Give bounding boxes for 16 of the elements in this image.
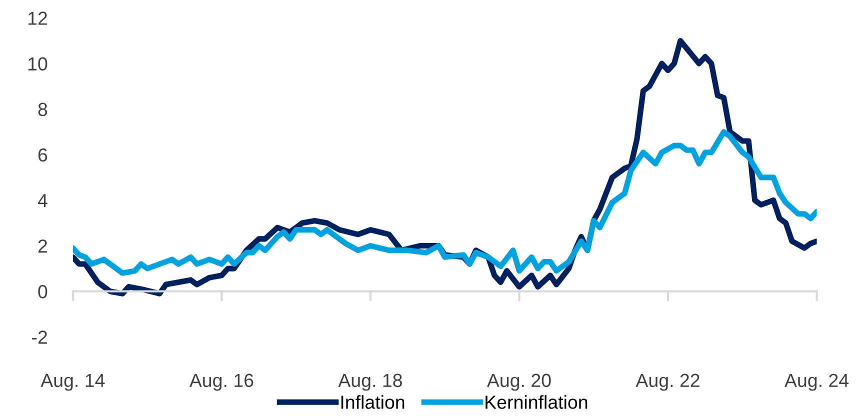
y-tick-label: 4 bbox=[38, 194, 48, 208]
x-tick-label: Aug. 18 bbox=[338, 374, 402, 391]
y-tick-label: 12 bbox=[28, 12, 47, 25]
y-tick-label: 8 bbox=[38, 102, 48, 116]
legend-label: Inflation bbox=[341, 395, 404, 409]
x-tick-label: Aug. 24 bbox=[784, 374, 849, 391]
y-tick-label: 2 bbox=[38, 239, 47, 253]
y-tick-label: 0 bbox=[38, 285, 48, 298]
y-tick-label: -2 bbox=[32, 330, 47, 344]
y-tick-label: 10 bbox=[28, 57, 48, 71]
x-tick-label: Aug. 20 bbox=[486, 374, 551, 391]
legend-label: Kerninflation bbox=[486, 395, 588, 409]
y-tick-label: 6 bbox=[38, 148, 48, 162]
x-tick-label: Aug. 16 bbox=[189, 374, 254, 391]
x-tick-label: Aug. 22 bbox=[636, 374, 700, 391]
x-tick-label: Aug. 14 bbox=[40, 374, 105, 391]
